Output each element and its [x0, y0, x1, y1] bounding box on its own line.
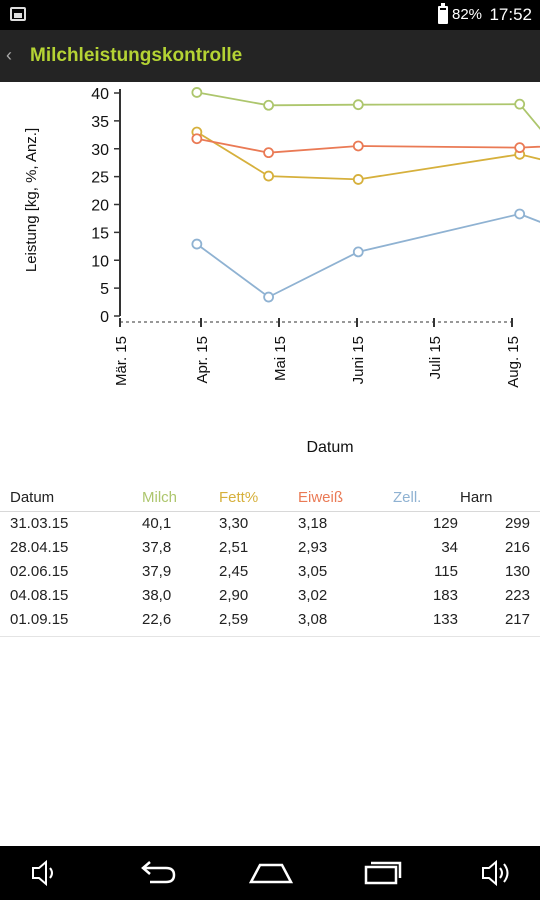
- y-tick-label: 10: [91, 253, 109, 270]
- table-header: Datum Milch Fett% Eiweiß Zell. Harn: [0, 486, 540, 512]
- cell-fett: 3,30: [219, 515, 249, 532]
- y-tick-label: 25: [91, 170, 109, 187]
- cell-eiweiss: 2,93: [298, 539, 328, 556]
- y-tick-label: 5: [100, 281, 109, 298]
- recents-icon[interactable]: [362, 858, 404, 888]
- header-datum: Datum: [10, 489, 55, 506]
- header-milch: Milch: [142, 489, 178, 506]
- y-tick-label: 0: [100, 309, 109, 326]
- header-eiweiss: Eiweiß: [298, 489, 344, 506]
- cell-zell: 34: [441, 539, 458, 556]
- y-tick-label: 20: [91, 198, 109, 215]
- cell-harn: 299: [504, 515, 530, 532]
- data-point: [352, 140, 364, 152]
- home-icon[interactable]: [248, 858, 294, 888]
- back-icon[interactable]: [136, 858, 178, 888]
- cell-milch: 37,8: [142, 539, 172, 556]
- data-point: [514, 142, 526, 154]
- gallery-notification-icon: [10, 7, 26, 21]
- data-point: [352, 246, 364, 258]
- line-chart: 0 5 10 15 20 25 30 35 40 Mär. 15 Apr. 15 Mai 15 Juni…: [23, 86, 540, 456]
- clock: 17:52: [489, 5, 532, 24]
- cell-milch: 22,6: [142, 611, 172, 628]
- action-bar: ‹ Milchleistungskontrolle: [0, 30, 540, 82]
- cell-datum: 04.08.15: [10, 587, 69, 604]
- cell-zell: 183: [432, 587, 458, 604]
- data-point: [263, 291, 275, 303]
- cell-harn: 223: [504, 587, 530, 604]
- x-tick-label: Mai 15: [272, 336, 289, 381]
- back-arrow-icon[interactable]: ‹: [6, 45, 12, 65]
- cell-eiweiss: 3,18: [298, 515, 328, 532]
- cell-eiweiss: 3,08: [298, 611, 328, 628]
- data-point: [514, 208, 526, 220]
- cell-harn: 130: [504, 563, 530, 580]
- data-point: [191, 133, 203, 145]
- data-point: [514, 98, 526, 110]
- cell-datum: 31.03.15: [10, 515, 69, 532]
- series-line: [196, 137, 540, 154]
- table-row: 31.03.15 40,1 3,30 3,18 129 299: [0, 512, 540, 536]
- cell-milch: 38,0: [142, 587, 172, 604]
- y-tick-label: 30: [91, 142, 109, 159]
- cell-fett: 2,90: [219, 587, 249, 604]
- y-tick-label: 15: [91, 225, 109, 242]
- y-tick-label: 40: [91, 86, 109, 103]
- series-line: [196, 213, 540, 299]
- series-line: [196, 91, 540, 130]
- table-row: 02.06.15 37,9 2,45 3,05 115 130: [0, 560, 540, 584]
- data-point: [352, 174, 364, 185]
- x-tick-label: Apr. 15: [194, 336, 211, 384]
- header-zell: Zell.: [393, 489, 422, 506]
- cell-eiweiss: 3,05: [298, 563, 328, 580]
- table-divider: [0, 636, 540, 637]
- table-row: 04.08.15 38,0 2,90 3,02 183 223: [0, 584, 540, 608]
- cell-datum: 02.06.15: [10, 563, 69, 580]
- cell-fett: 2,45: [219, 563, 249, 580]
- table-row: 28.04.15 37,8 2,51 2,93 34 216: [0, 536, 540, 560]
- series-line: [196, 131, 540, 181]
- header-fett: Fett%: [219, 489, 259, 506]
- cell-fett: 2,59: [219, 611, 249, 628]
- x-tick-label: Juli 15: [427, 336, 444, 379]
- status-bar: 82% 17:52: [0, 0, 540, 30]
- y-axis-label: Leistung [kg, %, Anz.]: [23, 128, 40, 272]
- data-point: [191, 238, 203, 250]
- cell-zell: 129: [432, 515, 458, 532]
- x-tick-label: Mär. 15: [113, 336, 130, 386]
- cell-datum: 28.04.15: [10, 539, 69, 556]
- table-row: 01.09.15 22,6 2,59 3,08 133 217: [0, 608, 540, 632]
- x-tick-label: Juni 15: [350, 336, 367, 384]
- y-tick-label: 35: [91, 114, 109, 131]
- data-point: [263, 147, 275, 159]
- cell-eiweiss: 3,02: [298, 587, 328, 604]
- battery-icon: [438, 3, 448, 24]
- x-axis-label: Datum: [306, 439, 353, 456]
- volume-up-icon[interactable]: [480, 858, 512, 888]
- x-tick-label: Aug. 15: [505, 336, 522, 388]
- cell-harn: 217: [504, 611, 530, 628]
- data-point: [191, 87, 203, 98]
- battery-percent: 82%: [452, 6, 483, 23]
- cell-milch: 40,1: [142, 515, 172, 532]
- cell-harn: 216: [504, 539, 530, 556]
- cell-zell: 133: [432, 611, 458, 628]
- cell-fett: 2,51: [219, 539, 249, 556]
- performance-table: Datum Milch Fett% Eiweiß Zell. Harn 31.0…: [0, 486, 540, 632]
- cell-zell: 115: [434, 563, 458, 580]
- volume-down-icon[interactable]: [30, 858, 56, 888]
- navigation-bar: [0, 846, 540, 900]
- data-point: [263, 170, 275, 182]
- page-title[interactable]: Milchleistungskontrolle: [30, 45, 243, 66]
- data-point: [263, 99, 275, 111]
- header-harn: Harn: [460, 489, 493, 506]
- data-point: [352, 99, 364, 111]
- cell-datum: 01.09.15: [10, 611, 69, 628]
- cell-milch: 37,9: [142, 563, 172, 580]
